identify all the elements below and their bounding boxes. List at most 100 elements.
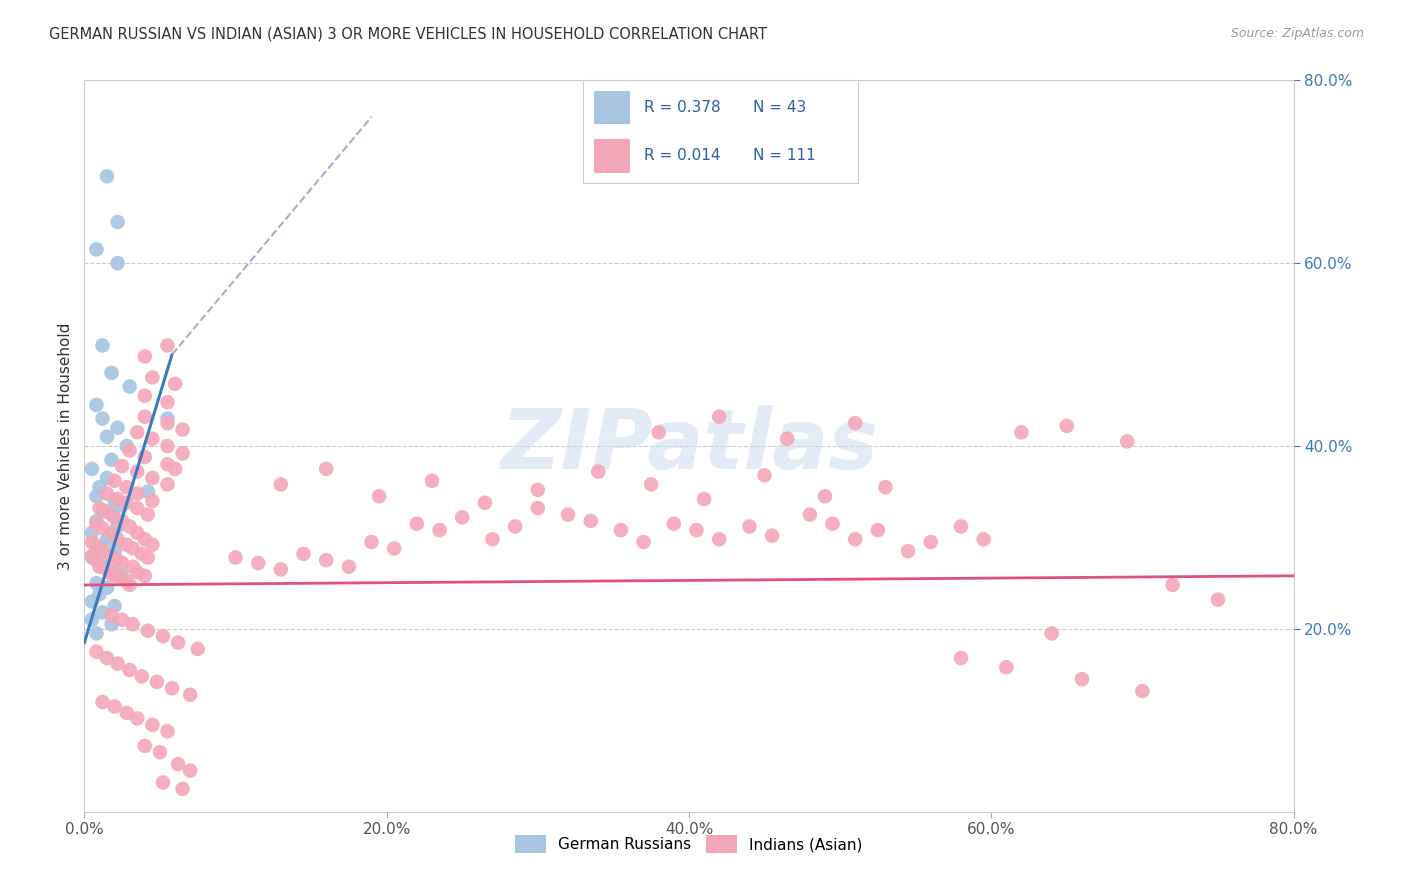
Point [104, 544, 127, 558]
Point [100, 508, 122, 522]
Point [111, 514, 134, 528]
Point [96, 471, 118, 485]
Point [152, 775, 174, 789]
Point [146, 674, 169, 689]
Point [80, 462, 103, 476]
Point [149, 745, 172, 759]
Point [527, 501, 550, 516]
Point [104, 599, 127, 613]
Point [91, 411, 114, 425]
Point [96, 651, 118, 665]
Point [107, 215, 129, 229]
Point [709, 533, 731, 547]
Point [115, 496, 138, 510]
Point [315, 462, 337, 476]
Point [80, 525, 103, 540]
Point [134, 569, 156, 583]
Point [111, 572, 134, 586]
Point [225, 550, 247, 565]
Text: R = 0.378: R = 0.378 [644, 100, 720, 115]
Point [754, 468, 776, 483]
Point [86, 516, 108, 531]
Point [167, 757, 190, 772]
Point [89, 45, 111, 60]
Point [91, 558, 114, 572]
Point [844, 416, 866, 430]
Point [270, 477, 292, 491]
Point [1056, 418, 1078, 433]
Point [134, 350, 156, 364]
Point [588, 465, 610, 479]
Point [96, 505, 118, 519]
Point [866, 523, 889, 537]
Point [91, 606, 114, 620]
Point [104, 494, 127, 508]
Point [950, 519, 973, 533]
Point [156, 724, 179, 739]
Point [118, 443, 141, 458]
Point [115, 706, 138, 720]
Point [111, 556, 134, 570]
Point [91, 503, 114, 517]
Text: ZIPatlas: ZIPatlas [501, 406, 877, 486]
Point [156, 477, 179, 491]
Point [107, 533, 129, 547]
Point [685, 523, 707, 537]
Point [640, 477, 662, 491]
Point [481, 533, 503, 547]
Point [187, 642, 209, 657]
Point [91, 338, 114, 352]
FancyBboxPatch shape [595, 139, 630, 173]
Point [127, 525, 149, 540]
Point [96, 562, 118, 576]
Point [761, 528, 783, 542]
Point [86, 553, 108, 567]
Point [141, 538, 163, 552]
Point [86, 243, 108, 257]
Point [80, 549, 103, 563]
Point [80, 550, 103, 565]
Point [179, 688, 201, 702]
Point [920, 535, 942, 549]
Point [121, 617, 143, 632]
Point [179, 764, 201, 778]
Point [111, 613, 134, 627]
Point [799, 508, 821, 522]
Point [776, 432, 799, 446]
Point [156, 411, 179, 425]
Point [107, 421, 129, 435]
Point [693, 491, 716, 506]
Point [156, 338, 179, 352]
Point [104, 699, 127, 714]
Point [172, 781, 194, 796]
Point [136, 508, 159, 522]
Point [557, 508, 579, 522]
Point [131, 669, 153, 683]
Point [127, 711, 149, 725]
Text: R = 0.014: R = 0.014 [644, 148, 720, 163]
Point [91, 521, 114, 535]
Point [121, 541, 143, 556]
Point [86, 645, 108, 659]
Point [406, 516, 429, 531]
Point [1040, 626, 1063, 640]
Point [86, 576, 108, 591]
Text: N = 43: N = 43 [754, 100, 807, 115]
Point [89, 587, 111, 601]
Text: GERMAN RUSSIAN VS INDIAN (ASIAN) 3 OR MORE VEHICLES IN HOUSEHOLD CORRELATION CHA: GERMAN RUSSIAN VS INDIAN (ASIAN) 3 OR MO… [49, 27, 768, 42]
Point [91, 544, 114, 558]
Point [382, 541, 405, 556]
Point [89, 559, 111, 574]
Point [814, 489, 837, 503]
Point [136, 484, 159, 499]
Point [115, 439, 138, 453]
Point [315, 553, 337, 567]
Point [172, 446, 194, 460]
Point [292, 547, 315, 561]
Point [738, 519, 761, 533]
Point [648, 425, 671, 440]
Point [136, 624, 159, 638]
Point [973, 533, 995, 547]
Point [897, 544, 920, 558]
Point [156, 457, 179, 471]
